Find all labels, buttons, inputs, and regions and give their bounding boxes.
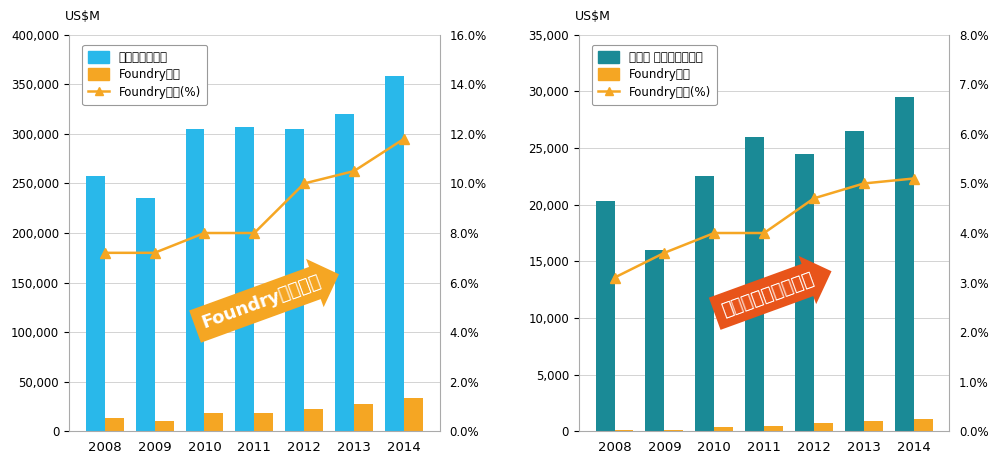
Bar <box>764 426 783 431</box>
Bar <box>596 201 615 431</box>
Bar <box>615 430 633 431</box>
Legend: 世界半導体市場, Foundry売上, Foundry比率(%): 世界半導体市場, Foundry売上, Foundry比率(%) <box>82 45 207 105</box>
Bar <box>795 154 814 431</box>
Text: 車載も今後拡大予想: 車載も今後拡大予想 <box>719 269 816 319</box>
Bar <box>136 199 155 431</box>
Bar <box>385 76 404 431</box>
Text: US$M: US$M <box>65 10 101 23</box>
Text: Foundry比率上昇: Foundry比率上昇 <box>200 272 324 332</box>
Bar <box>664 430 683 431</box>
Bar <box>186 129 204 431</box>
Bar <box>335 114 354 431</box>
Bar <box>235 127 254 431</box>
Bar <box>814 423 833 431</box>
Bar <box>86 176 105 431</box>
Bar <box>204 413 223 431</box>
Bar <box>285 129 304 431</box>
Bar <box>645 250 664 431</box>
Bar <box>155 421 174 431</box>
Bar <box>895 97 914 431</box>
Text: US$M: US$M <box>575 10 611 23</box>
Bar <box>105 418 124 431</box>
Bar <box>845 131 864 431</box>
Legend: 車載向 世界半導体市場, Foundry売上, Foundry比率(%): 車載向 世界半導体市場, Foundry売上, Foundry比率(%) <box>592 45 717 105</box>
Bar <box>745 137 764 431</box>
Bar <box>714 427 733 431</box>
Bar <box>254 413 273 431</box>
Bar <box>404 399 423 431</box>
Bar <box>864 421 883 431</box>
Bar <box>304 409 323 431</box>
Bar <box>914 418 933 431</box>
Bar <box>354 405 373 431</box>
Bar <box>695 176 714 431</box>
